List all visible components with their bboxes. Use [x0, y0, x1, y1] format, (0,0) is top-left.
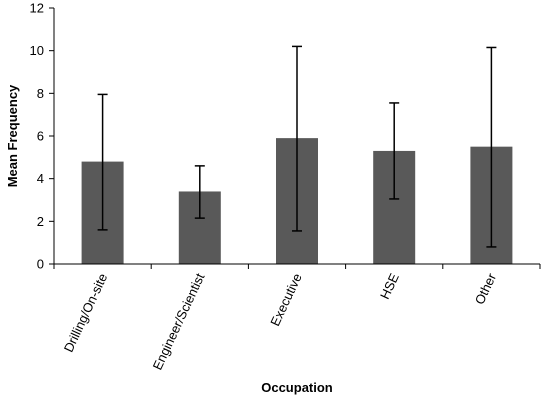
error-bars-layer: [97, 45, 497, 248]
x-tick-label: HSE: [377, 271, 402, 302]
y-tick-label: 0: [37, 257, 44, 272]
y-tick-label: 10: [30, 43, 44, 58]
y-tick-label: 4: [37, 171, 44, 186]
x-tick-label: Executive: [267, 271, 304, 328]
y-ticks-layer: 0 2 4 6 8 10 12: [30, 1, 54, 272]
y-tick-label: 12: [30, 1, 44, 16]
y-axis-title: Mean Frequency: [5, 84, 20, 187]
x-axis-title: Occupation: [261, 380, 333, 395]
y-tick-label: 2: [37, 214, 44, 229]
x-tick-label: Drilling/On-site: [61, 271, 111, 355]
y-tick-label: 6: [37, 129, 44, 144]
x-tick-label: Other: [472, 270, 500, 306]
x-tick-label: Engineer/Scientist: [150, 271, 208, 373]
y-tick-label: 8: [37, 86, 44, 101]
x-ticks-layer: Drilling/On-site Engineer/Scientist Execut…: [53, 264, 541, 373]
